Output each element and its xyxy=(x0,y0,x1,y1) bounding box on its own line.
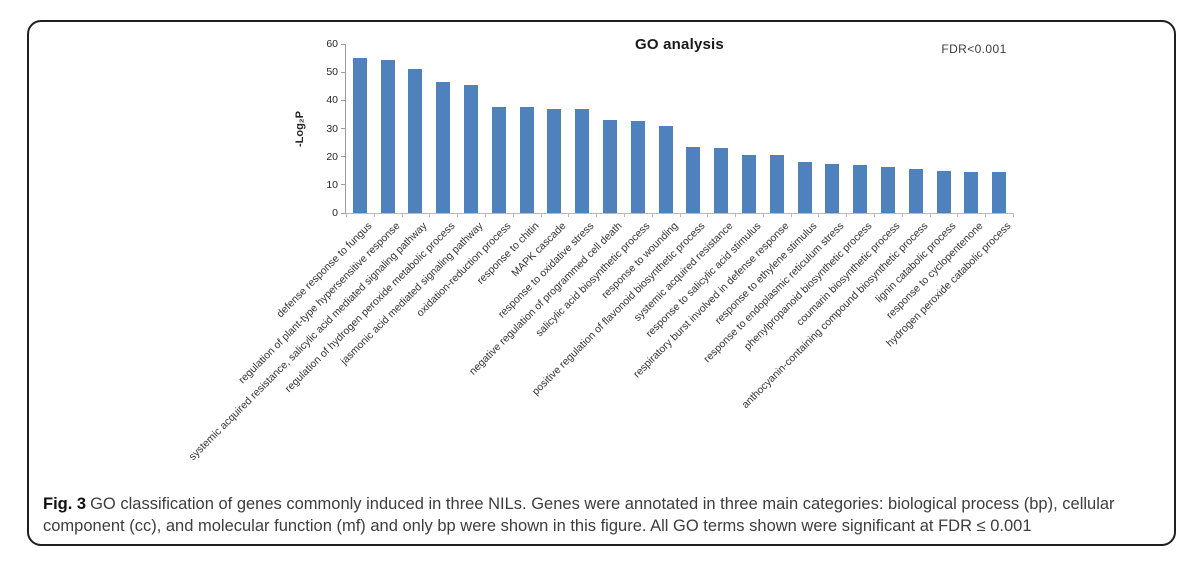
y-axis-tick xyxy=(341,184,346,186)
caption-text: GO classification of genes commonly indu… xyxy=(43,495,1115,535)
x-axis-tick xyxy=(929,213,931,217)
y-tick-label: 0 xyxy=(332,207,338,219)
bar xyxy=(797,162,812,213)
caption-label: Fig. 3 xyxy=(43,495,87,513)
y-tick-label: 30 xyxy=(326,122,338,135)
x-axis-tick xyxy=(901,213,903,217)
x-axis-tick xyxy=(346,213,347,217)
bar xyxy=(547,108,562,213)
y-tick-label: 40 xyxy=(326,94,338,107)
x-axis-tick xyxy=(512,213,514,217)
bar xyxy=(825,163,840,213)
x-axis-tick xyxy=(540,213,542,217)
x-axis-tick xyxy=(596,213,598,217)
y-tick-label: 10 xyxy=(326,178,338,191)
bar xyxy=(769,155,784,213)
bar xyxy=(630,121,645,213)
bar xyxy=(741,155,756,213)
x-axis-tick xyxy=(818,213,820,217)
bar xyxy=(519,107,534,213)
y-axis-tick xyxy=(341,99,346,101)
bar xyxy=(992,172,1007,213)
bar xyxy=(853,165,868,213)
bar xyxy=(575,108,590,213)
y-tick-label: 20 xyxy=(326,150,338,163)
plot-area: GO analysis -Log₂P 0 10 20 30 40 50 60 defense … xyxy=(187,36,1014,463)
bar xyxy=(408,69,423,213)
bar xyxy=(380,59,395,213)
x-axis-tick xyxy=(679,213,681,217)
x-axis-tick xyxy=(651,213,653,217)
x-axis-tick xyxy=(484,213,486,217)
y-axis-tick xyxy=(341,43,346,45)
x-axis-tick xyxy=(985,213,987,217)
chart-title: GO analysis xyxy=(635,36,724,53)
figure-caption: Fig. 3 GO classification of genes commonl… xyxy=(43,493,1161,537)
bar xyxy=(964,172,979,213)
x-axis-tick xyxy=(846,213,848,217)
x-axis-tick xyxy=(1013,213,1014,217)
x-axis-tick xyxy=(790,213,792,217)
y-axis-tick xyxy=(341,128,346,129)
x-axis-tick xyxy=(874,213,876,217)
x-axis-tick xyxy=(707,213,709,217)
x-axis-tick xyxy=(762,213,764,217)
x-axis-tick xyxy=(401,213,403,217)
y-axis-tick xyxy=(341,156,346,158)
y-axis-tick xyxy=(341,212,346,214)
y-axis-tick xyxy=(341,71,346,73)
bar xyxy=(603,120,618,213)
y-tick-label: 60 xyxy=(326,38,338,50)
x-axis-tick xyxy=(457,213,459,217)
bar xyxy=(352,58,367,213)
bar xyxy=(464,84,479,213)
figure-panel: FDR<0.001 GO analysis -Log₂P 0 10 20 30 40 50… xyxy=(27,20,1176,546)
bar xyxy=(936,170,951,213)
x-axis-tick xyxy=(373,213,375,217)
fdr-annotation: FDR<0.001 xyxy=(941,42,1007,56)
x-axis-tick xyxy=(957,213,959,217)
y-tick-label: 50 xyxy=(326,66,338,79)
bar xyxy=(491,107,506,213)
bar xyxy=(686,146,701,213)
x-axis-tick xyxy=(429,213,431,217)
bar xyxy=(880,166,895,213)
x-axis-tick xyxy=(623,213,625,217)
bar xyxy=(658,125,673,213)
bar xyxy=(714,148,729,213)
x-axis-tick xyxy=(568,213,570,217)
x-axis-tick xyxy=(735,213,737,217)
y-axis-title: -Log₂P xyxy=(294,110,306,147)
bar xyxy=(436,82,451,213)
bar xyxy=(908,169,923,213)
